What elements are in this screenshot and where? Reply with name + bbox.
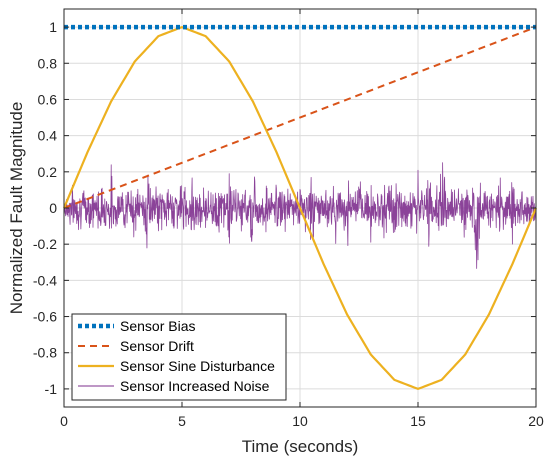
series-layer xyxy=(62,24,538,391)
y-axis-label: Normalized Fault Magnitude xyxy=(7,102,26,315)
y-tick-label-6: 0.2 xyxy=(38,164,58,180)
y-tick-label-4: -0.2 xyxy=(33,236,57,252)
y-tick-label-3: -0.4 xyxy=(33,272,57,288)
x-tick-label-4: 20 xyxy=(528,413,544,429)
series-line-1 xyxy=(63,26,537,209)
legend-label-0: Sensor Bias xyxy=(120,318,195,334)
ticks: 0 5 10 15 20 -1 -0.8 -0.6 -0.4 -0.2 0 0.2 0.4 0.6 0.8 1 xyxy=(33,9,544,429)
legend: Sensor Bias Sensor Drift Sensor Sine Distu… xyxy=(71,313,287,401)
legend-label-3: Sensor Increased Noise xyxy=(120,378,270,394)
x-tick-label-2: 10 xyxy=(292,413,308,429)
x-tick-label-3: 15 xyxy=(410,413,426,429)
y-tick-label-1: -0.8 xyxy=(33,345,57,361)
series-line-3 xyxy=(63,162,537,269)
y-tick-label-0: -1 xyxy=(45,381,58,397)
x-tick-label-1: 5 xyxy=(178,413,186,429)
x-tick-label-0: 0 xyxy=(60,413,68,429)
series-line-2 xyxy=(62,25,538,391)
x-axis-label: Time (seconds) xyxy=(242,437,359,456)
y-tick-label-5: 0 xyxy=(49,200,57,216)
y-tick-label-8: 0.6 xyxy=(38,91,58,107)
y-tick-label-7: 0.4 xyxy=(38,128,58,144)
y-tick-label-10: 1 xyxy=(49,19,57,35)
y-tick-label-9: 0.8 xyxy=(38,55,58,71)
legend-label-1: Sensor Drift xyxy=(120,338,194,354)
y-tick-label-2: -0.6 xyxy=(33,309,57,325)
legend-label-2: Sensor Sine Disturbance xyxy=(120,358,275,374)
